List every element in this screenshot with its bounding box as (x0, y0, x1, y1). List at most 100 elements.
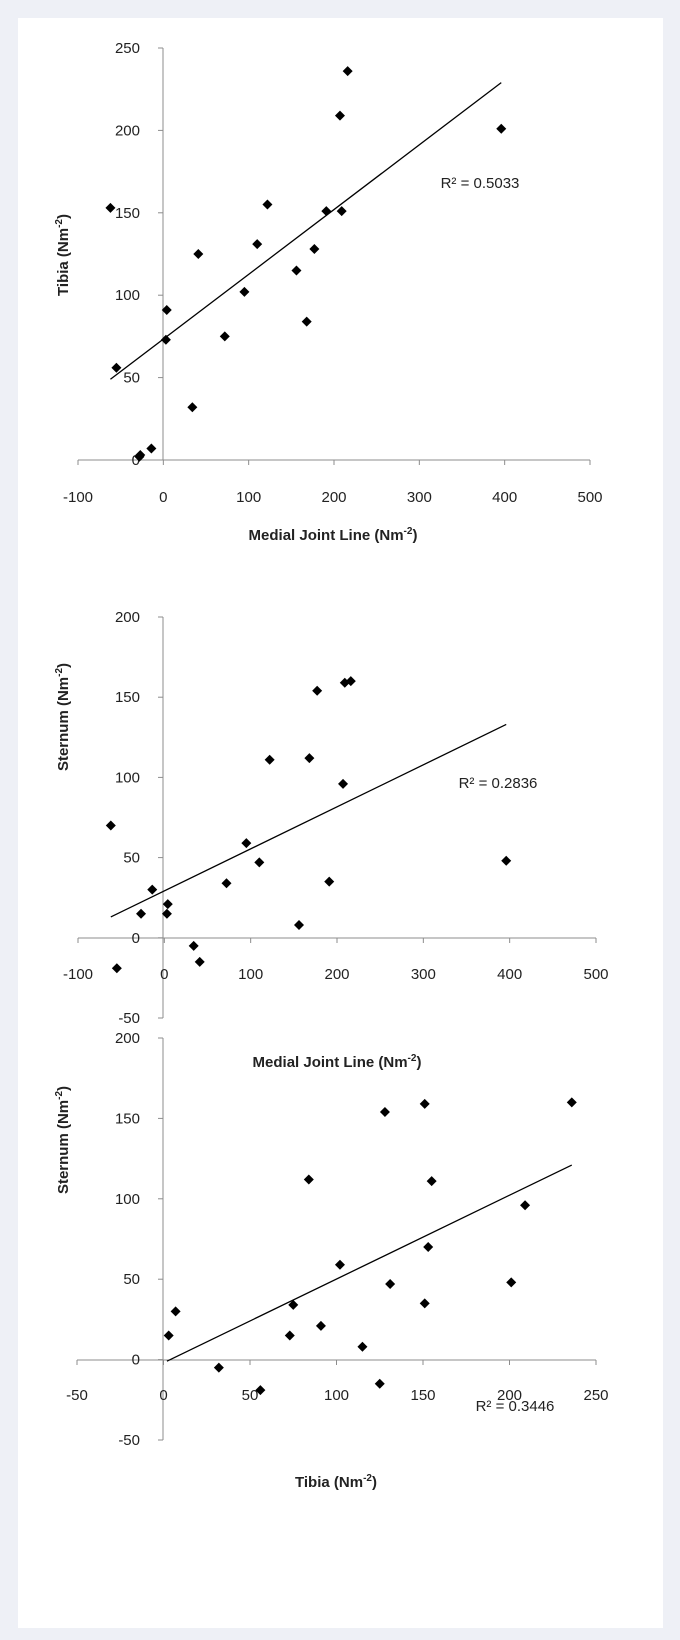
x-tick-label: 50 (242, 1387, 259, 1404)
data-point (321, 206, 332, 217)
x-tick-label: 150 (410, 1387, 435, 1404)
y-tick-label: -50 (118, 1010, 140, 1027)
data-point (357, 1341, 368, 1352)
data-point (105, 820, 116, 831)
x-tick-label: -100 (63, 966, 93, 983)
x-tick-label: 300 (407, 489, 432, 506)
data-point (419, 1098, 430, 1109)
data-point (338, 778, 349, 789)
data-point (262, 199, 273, 210)
chart-3: -50 0 50 100 150 200 250 -50 0 50 100 150 200 Tibia (… (54, 1030, 609, 1491)
data-point (188, 940, 199, 951)
r-squared-label: R² = 0.5033 (441, 175, 520, 192)
r-squared-label: R² = 0.2836 (459, 775, 538, 792)
data-point (496, 123, 507, 134)
data-point (111, 963, 122, 974)
x-tick-label: 0 (159, 1387, 167, 1404)
trendline (166, 1164, 573, 1362)
data-point (309, 244, 320, 255)
trendline (110, 82, 502, 380)
y-tick-label: 200 (115, 1030, 140, 1047)
x-tick-label: 400 (497, 966, 522, 983)
data-point (374, 1378, 385, 1389)
data-point (291, 265, 302, 276)
data-point (304, 753, 315, 764)
data-point (520, 1200, 531, 1211)
y-tick-label: 150 (115, 205, 140, 222)
data-point (254, 857, 265, 868)
x-tick-label: 250 (583, 1387, 608, 1404)
trendline (110, 723, 507, 918)
data-point (312, 685, 323, 696)
data-point (194, 956, 205, 967)
charts-svg: -100 0 100 200 300 400 500050100150200250Media… (54, 40, 609, 1491)
x-axis-title: Medial Joint Line (Nm-2) (253, 1053, 422, 1071)
data-point (423, 1242, 434, 1253)
x-tick-label: 100 (238, 966, 263, 983)
figure: -100 0 100 200 300 400 500 0 50 100 150 200 250 Media… (18, 18, 663, 1628)
data-point (241, 838, 252, 849)
x-tick-label: 200 (324, 966, 349, 983)
data-point (252, 239, 263, 250)
x-tick-label: 400 (492, 489, 517, 506)
data-point (301, 316, 312, 327)
data-point (385, 1279, 396, 1290)
data-point (147, 884, 158, 895)
y-axis-title: Sternum (Nm-2) (54, 663, 72, 771)
y-tick-label: -50 (118, 1432, 140, 1449)
x-tick-label: 300 (411, 966, 436, 983)
data-point (162, 899, 173, 910)
data-point (501, 855, 512, 866)
data-point (334, 1259, 345, 1270)
data-point (161, 908, 172, 919)
data-point (146, 443, 157, 454)
x-tick-label: 0 (159, 489, 167, 506)
data-point (135, 450, 146, 461)
y-tick-label: 100 (115, 287, 140, 304)
data-point (111, 362, 122, 373)
y-tick-label: 200 (115, 122, 140, 139)
x-tick-label: 200 (497, 1387, 522, 1404)
data-point (187, 402, 198, 413)
x-tick-label: 500 (583, 966, 608, 983)
x-tick-label: 100 (324, 1387, 349, 1404)
y-tick-label: 0 (132, 452, 140, 469)
data-point (136, 908, 147, 919)
x-tick-label: 500 (577, 489, 602, 506)
data-point (221, 878, 232, 889)
data-point (170, 1306, 181, 1317)
y-tick-label: 250 (115, 40, 140, 57)
chart-1: -100 0 100 200 300 400 500 0 50 100 150 200 250 Media… (54, 40, 603, 544)
data-point (303, 1174, 314, 1185)
data-point (336, 206, 347, 217)
data-point (213, 1362, 224, 1373)
data-point (255, 1385, 266, 1396)
x-tick-label: 200 (321, 489, 346, 506)
data-point (334, 110, 345, 121)
y-axis-title: Tibia (Nm-2) (54, 214, 72, 296)
y-axis-title: Sternum (Nm-2) (54, 1086, 72, 1194)
y-tick-label: 50 (123, 370, 140, 387)
r-squared-label: R² = 0.3446 (476, 1398, 555, 1415)
y-tick-label: 0 (132, 1352, 140, 1369)
x-tick-label: -100 (63, 489, 93, 506)
x-axis-title: Medial Joint Line (Nm-2) (249, 526, 418, 544)
x-tick-label: 100 (236, 489, 261, 506)
data-point (160, 334, 171, 345)
y-tick-label: 50 (123, 1271, 140, 1288)
data-point (219, 331, 230, 342)
data-point (566, 1097, 577, 1108)
data-point (105, 202, 116, 213)
x-axis-title: Tibia (Nm-2) (295, 1473, 377, 1491)
y-tick-label: 200 (115, 609, 140, 626)
data-point (264, 754, 275, 765)
y-tick-label: 50 (123, 850, 140, 867)
data-point (506, 1277, 517, 1288)
data-point (324, 876, 335, 887)
data-point (193, 249, 204, 259)
y-tick-label: 150 (115, 1110, 140, 1127)
y-tick-label: 100 (115, 1191, 140, 1208)
data-point (315, 1320, 326, 1331)
y-tick-label: 0 (132, 930, 140, 947)
data-point (419, 1298, 430, 1309)
